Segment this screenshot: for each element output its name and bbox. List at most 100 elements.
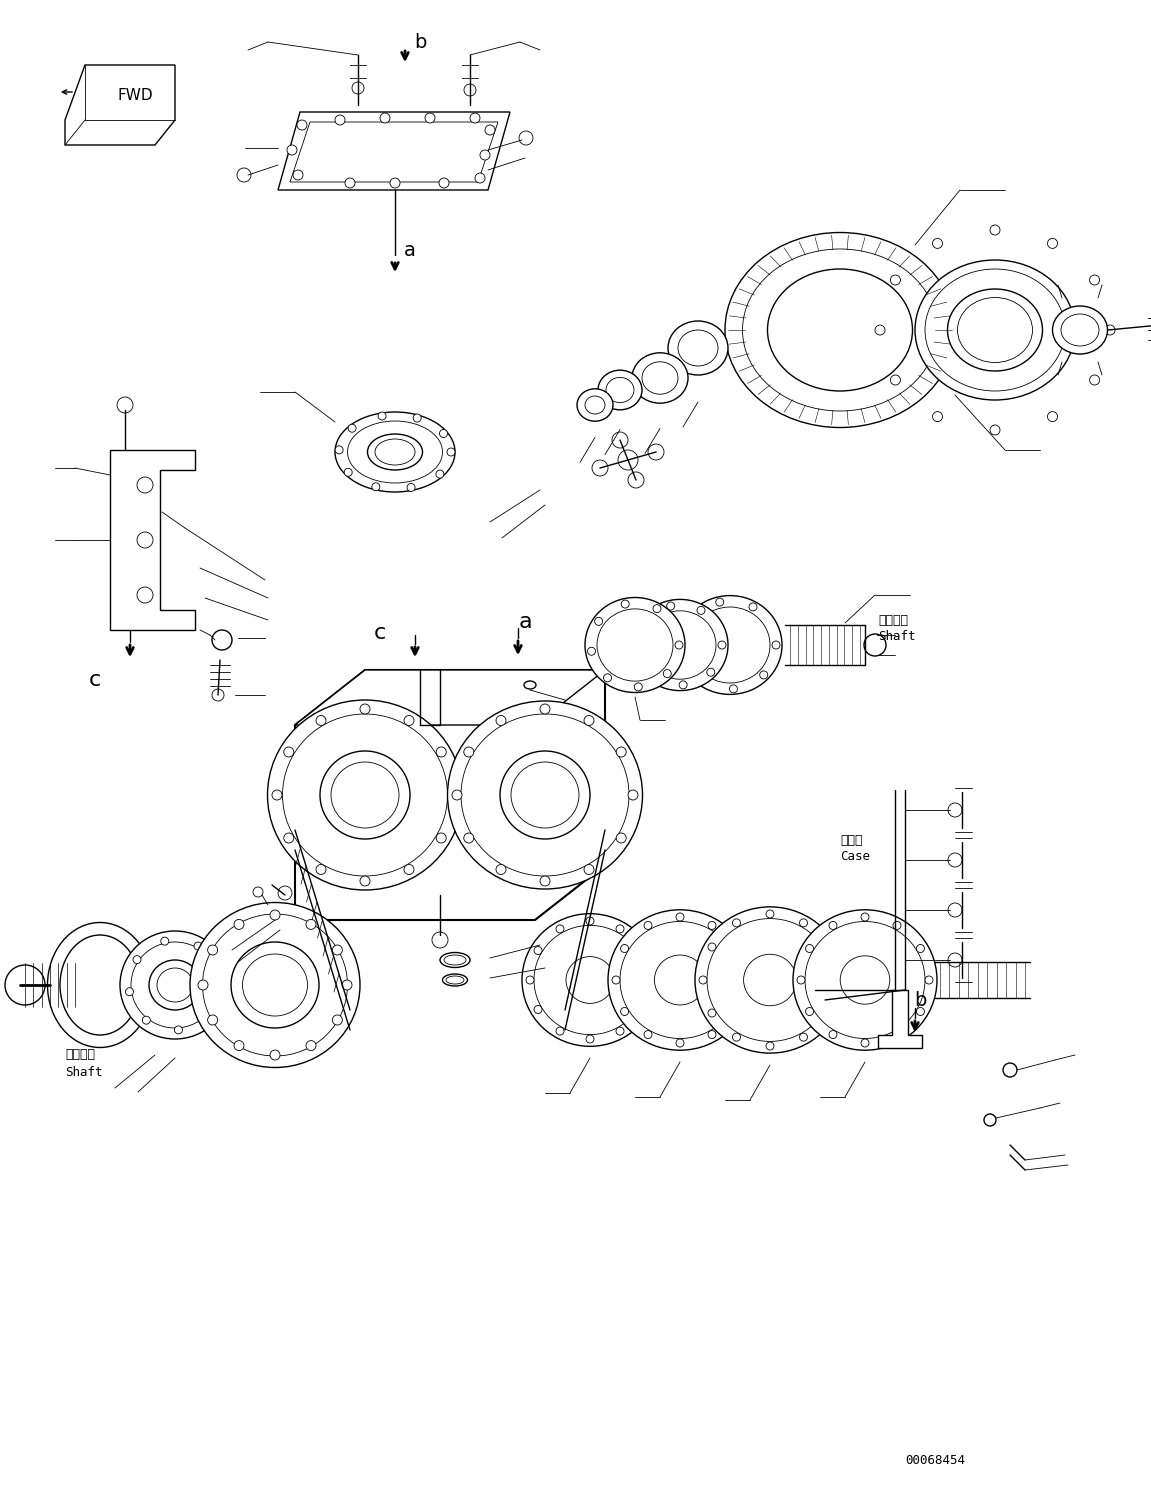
Ellipse shape	[744, 954, 796, 1006]
Circle shape	[603, 673, 611, 682]
Circle shape	[195, 942, 201, 951]
Circle shape	[485, 125, 495, 136]
Ellipse shape	[523, 913, 658, 1046]
Ellipse shape	[620, 921, 740, 1039]
Circle shape	[616, 925, 624, 933]
Circle shape	[284, 833, 294, 843]
Circle shape	[861, 1039, 869, 1047]
Text: a: a	[518, 612, 532, 632]
Circle shape	[407, 483, 416, 492]
Ellipse shape	[367, 434, 422, 469]
Polygon shape	[279, 112, 510, 191]
Circle shape	[932, 411, 943, 422]
Circle shape	[1090, 375, 1099, 384]
Circle shape	[413, 414, 421, 422]
Circle shape	[464, 83, 477, 95]
Ellipse shape	[577, 389, 613, 422]
Ellipse shape	[678, 596, 782, 694]
Circle shape	[875, 325, 885, 335]
Ellipse shape	[534, 925, 646, 1034]
Ellipse shape	[915, 259, 1075, 399]
Circle shape	[948, 852, 962, 867]
Circle shape	[137, 532, 153, 548]
Text: c: c	[89, 670, 101, 690]
Circle shape	[279, 887, 292, 900]
Circle shape	[663, 669, 671, 678]
Circle shape	[161, 937, 169, 945]
Ellipse shape	[947, 289, 1043, 371]
Circle shape	[925, 976, 933, 983]
Circle shape	[767, 910, 773, 918]
Circle shape	[740, 976, 748, 983]
Ellipse shape	[442, 974, 467, 986]
Circle shape	[586, 1036, 594, 1043]
Circle shape	[348, 425, 356, 432]
Polygon shape	[64, 66, 175, 145]
Ellipse shape	[793, 910, 937, 1050]
Text: b: b	[414, 33, 426, 52]
Circle shape	[556, 1027, 564, 1036]
Circle shape	[447, 448, 455, 456]
Circle shape	[824, 1009, 832, 1018]
Polygon shape	[295, 670, 605, 919]
Circle shape	[612, 432, 628, 448]
Ellipse shape	[678, 329, 718, 367]
Circle shape	[270, 910, 280, 919]
Circle shape	[634, 647, 642, 656]
Circle shape	[212, 630, 233, 650]
Circle shape	[436, 833, 447, 843]
Circle shape	[425, 113, 435, 124]
Circle shape	[587, 647, 595, 656]
Ellipse shape	[695, 907, 845, 1053]
Circle shape	[648, 444, 664, 460]
Circle shape	[452, 790, 462, 800]
Circle shape	[829, 921, 837, 930]
Ellipse shape	[500, 751, 590, 839]
Circle shape	[404, 715, 414, 726]
Circle shape	[584, 715, 594, 726]
Circle shape	[496, 715, 506, 726]
Circle shape	[175, 1027, 183, 1034]
Circle shape	[622, 600, 630, 608]
Circle shape	[708, 943, 716, 951]
Circle shape	[284, 746, 294, 757]
Circle shape	[699, 976, 707, 983]
Circle shape	[372, 483, 380, 490]
Circle shape	[800, 919, 808, 927]
Circle shape	[638, 946, 646, 955]
Circle shape	[676, 1039, 684, 1047]
Ellipse shape	[645, 611, 716, 679]
Circle shape	[824, 943, 832, 951]
Circle shape	[730, 685, 738, 693]
Text: シャフト: シャフト	[64, 1049, 96, 1061]
Circle shape	[800, 1033, 808, 1042]
Circle shape	[198, 980, 208, 989]
Circle shape	[1047, 238, 1058, 249]
Text: FWD: FWD	[117, 88, 153, 103]
Circle shape	[317, 864, 326, 875]
Ellipse shape	[445, 976, 464, 983]
Circle shape	[234, 1040, 244, 1050]
Ellipse shape	[131, 942, 219, 1028]
Polygon shape	[295, 670, 605, 726]
Circle shape	[767, 1042, 773, 1050]
Ellipse shape	[958, 298, 1032, 362]
Circle shape	[297, 121, 307, 130]
Circle shape	[708, 921, 716, 930]
Ellipse shape	[448, 700, 642, 890]
Circle shape	[448, 790, 458, 800]
Ellipse shape	[864, 635, 886, 656]
Ellipse shape	[267, 700, 463, 890]
Polygon shape	[110, 450, 195, 630]
Circle shape	[1090, 276, 1099, 285]
Text: b: b	[914, 991, 927, 1010]
Circle shape	[342, 980, 352, 989]
Circle shape	[134, 955, 140, 964]
Circle shape	[390, 177, 401, 188]
Circle shape	[1003, 1062, 1017, 1077]
Circle shape	[618, 450, 638, 469]
Circle shape	[893, 921, 901, 930]
Circle shape	[653, 605, 661, 612]
Circle shape	[688, 617, 696, 624]
Circle shape	[586, 916, 594, 925]
